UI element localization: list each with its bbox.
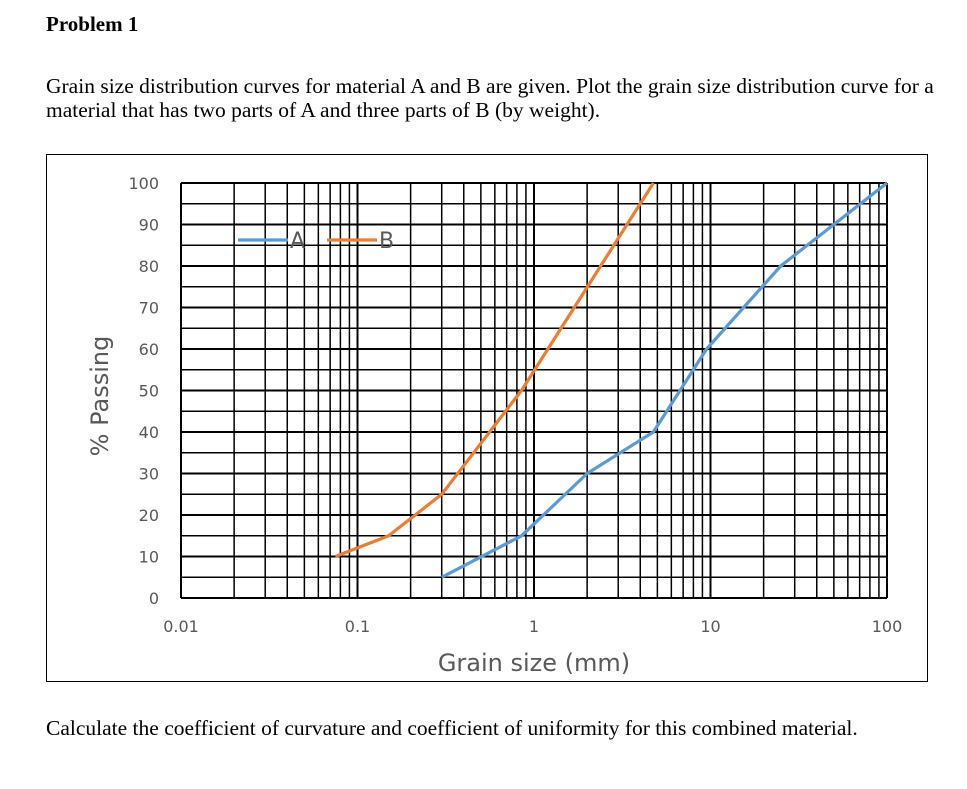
x-axis-label: Grain size (mm) xyxy=(438,649,630,677)
problem-statement: Grain size distribution curves for mater… xyxy=(46,74,934,122)
x-axis-ticks: 0.01 0.1 1 10 100 xyxy=(163,617,902,636)
x-tick-label: 0.1 xyxy=(345,617,370,636)
x-tick-label: 10 xyxy=(700,617,720,636)
y-tick-label: 30 xyxy=(139,465,159,484)
x-tick-label: 1 xyxy=(529,617,539,636)
y-tick-label: 90 xyxy=(139,216,159,235)
y-tick-label: 10 xyxy=(139,548,159,567)
y-tick-label: 60 xyxy=(139,340,159,359)
question-statement: Calculate the coefficient of curvature a… xyxy=(46,716,858,740)
y-tick-label: 0 xyxy=(149,589,159,608)
chart-grid xyxy=(180,182,888,599)
legend-label-A: A xyxy=(290,229,305,254)
y-tick-label: 40 xyxy=(139,423,159,442)
y-axis-label: % Passing xyxy=(86,336,114,457)
series-line-A xyxy=(440,181,888,579)
problem-title: Problem 1 xyxy=(46,12,139,36)
y-tick-label: 20 xyxy=(139,506,159,525)
y-tick-label: 70 xyxy=(139,299,159,318)
y-axis-ticks: 0 10 20 30 40 50 60 70 80 90 100 xyxy=(128,174,159,608)
legend-label-B: B xyxy=(379,229,394,254)
series-line-B xyxy=(334,182,655,558)
y-tick-label: 50 xyxy=(139,382,159,401)
chart-series xyxy=(334,181,888,579)
y-tick-label: 100 xyxy=(128,174,159,193)
x-tick-label: 100 xyxy=(872,617,903,636)
y-tick-label: 80 xyxy=(139,257,159,276)
x-tick-label: 0.01 xyxy=(163,617,199,636)
